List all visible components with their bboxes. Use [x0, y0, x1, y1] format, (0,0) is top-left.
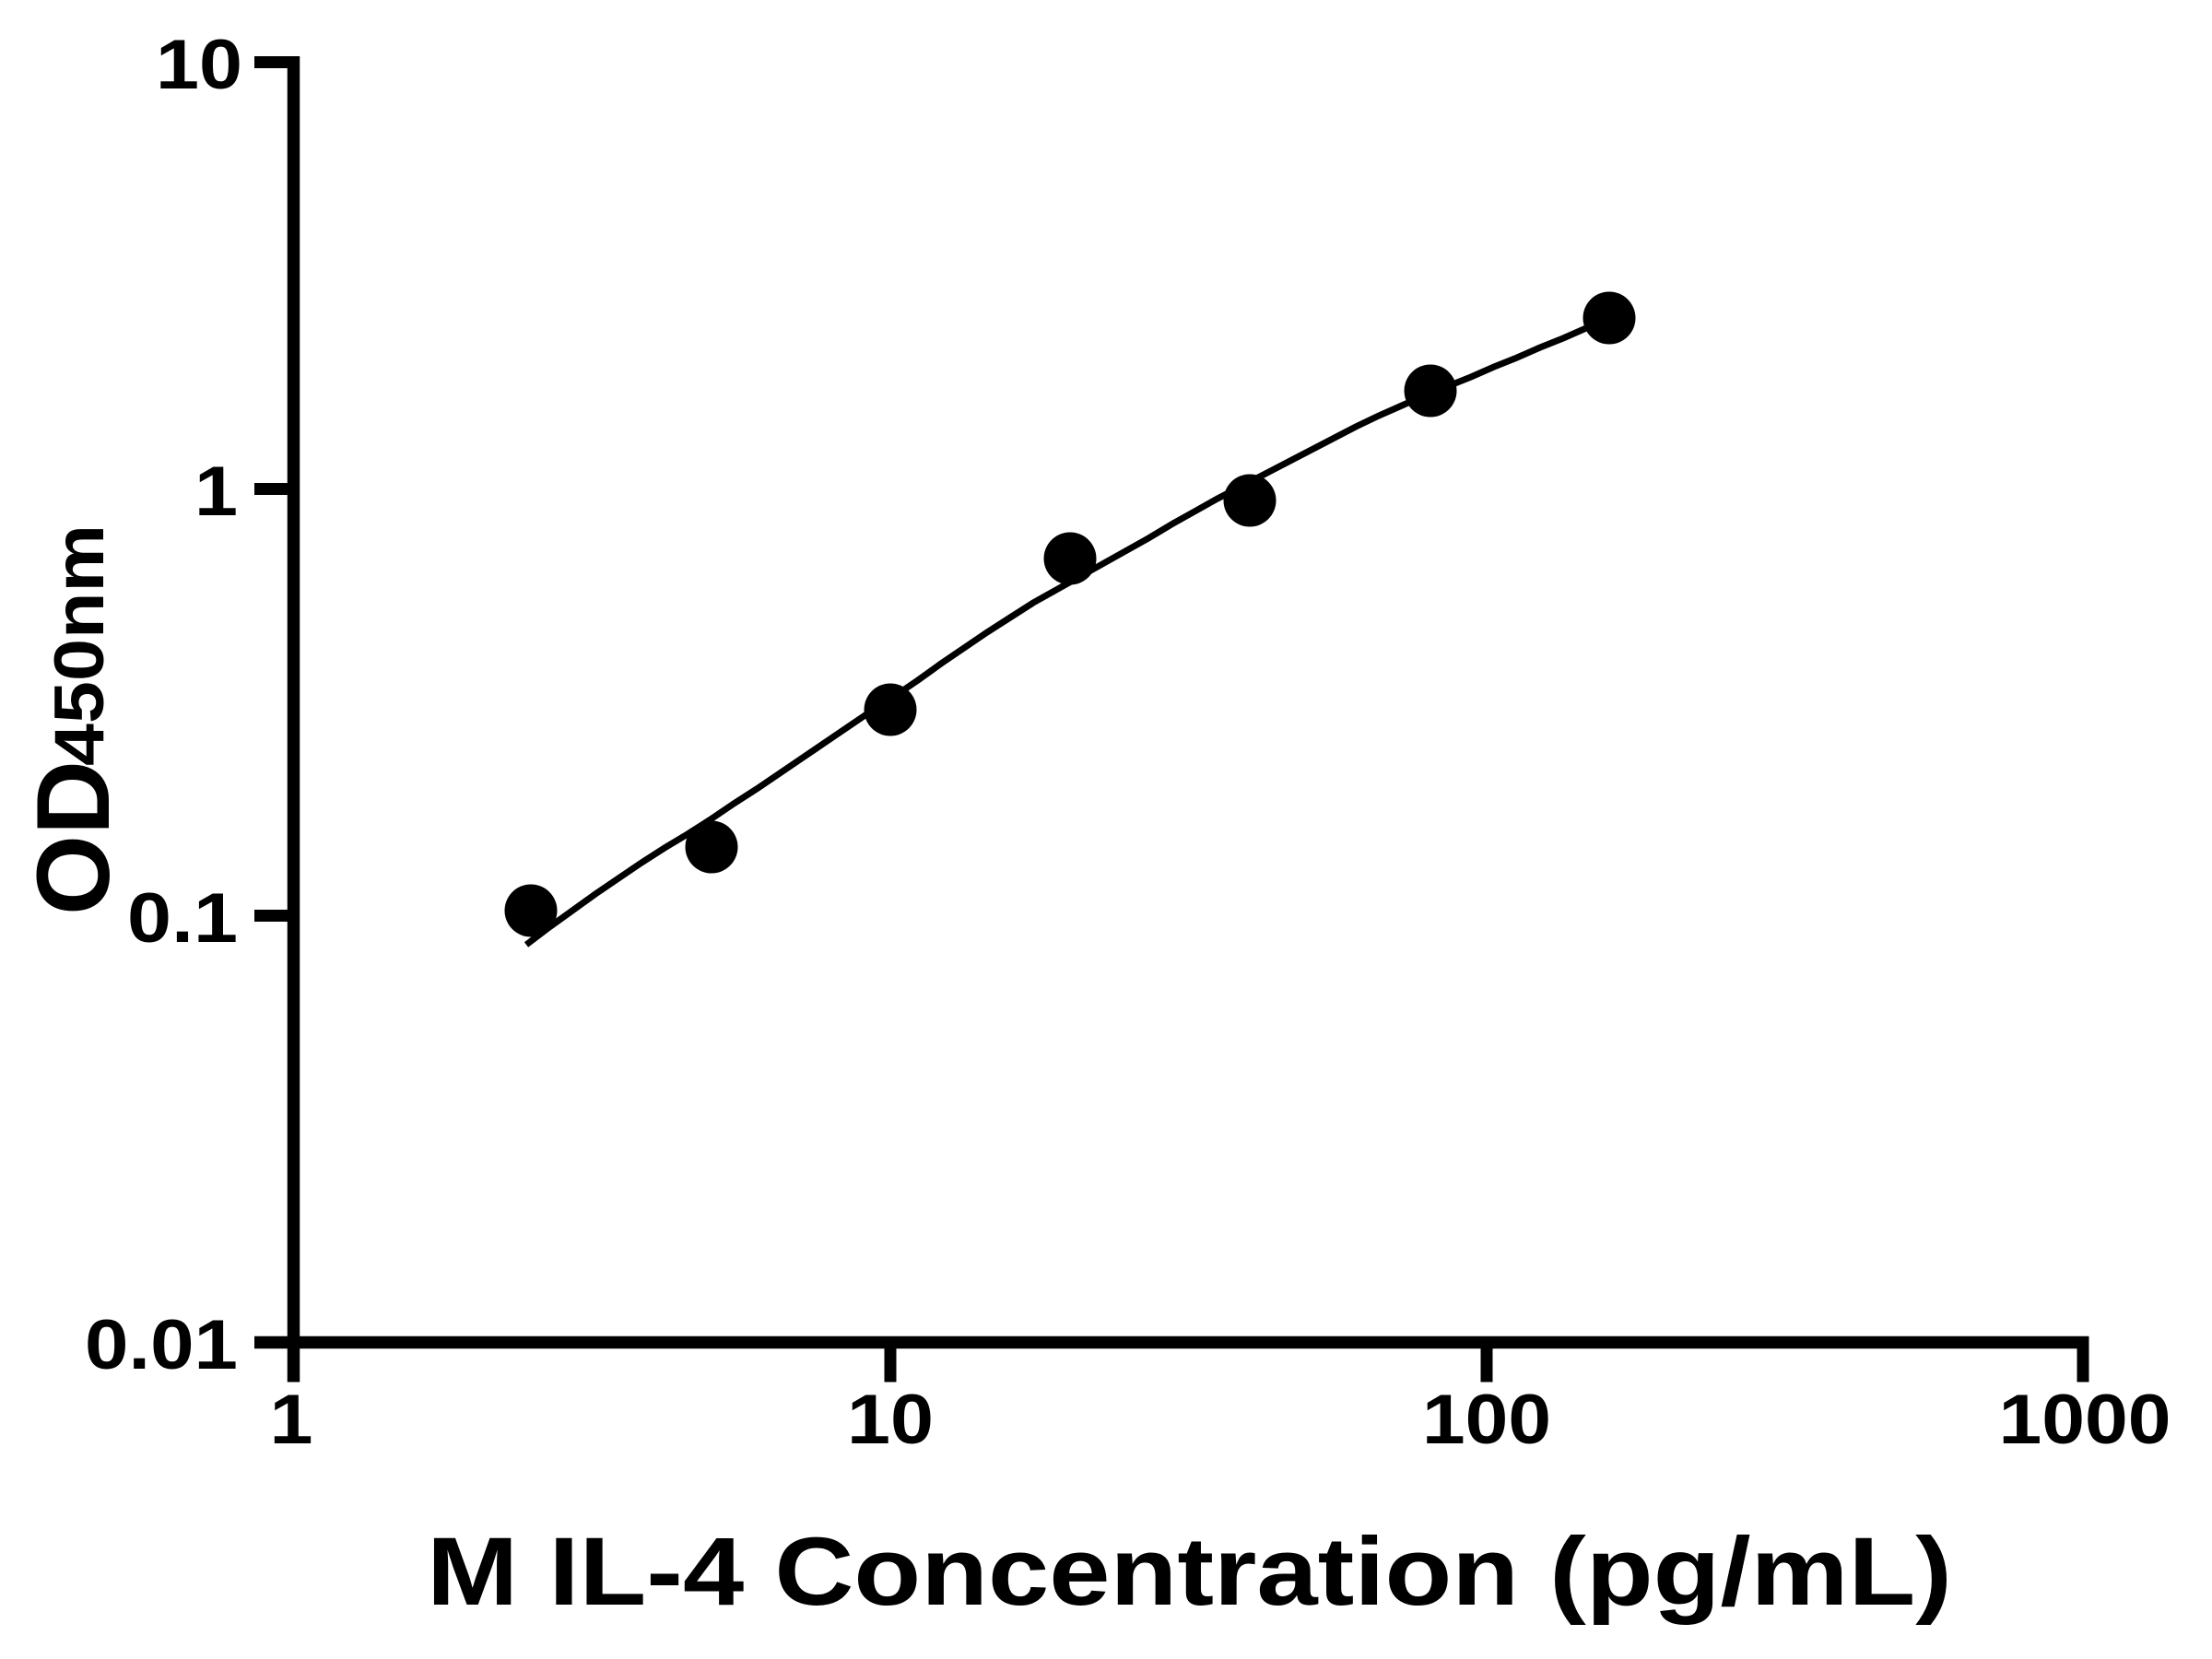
svg-text:1: 1 [194, 453, 238, 531]
svg-text:100: 100 [1422, 1381, 1551, 1459]
svg-text:1000: 1000 [1999, 1381, 2171, 1459]
svg-text:1: 1 [270, 1381, 313, 1459]
svg-text:450nm: 450nm [41, 524, 119, 766]
svg-text:0.01: 0.01 [85, 1306, 238, 1384]
svg-text:10: 10 [156, 26, 242, 104]
svg-text:M IL-4 Concentration (pg/mL): M IL-4 Concentration (pg/mL) [427, 1518, 1952, 1626]
svg-text:0.1: 0.1 [127, 879, 238, 958]
svg-text:10: 10 [847, 1381, 934, 1459]
svg-text:OD: OD [16, 760, 131, 915]
